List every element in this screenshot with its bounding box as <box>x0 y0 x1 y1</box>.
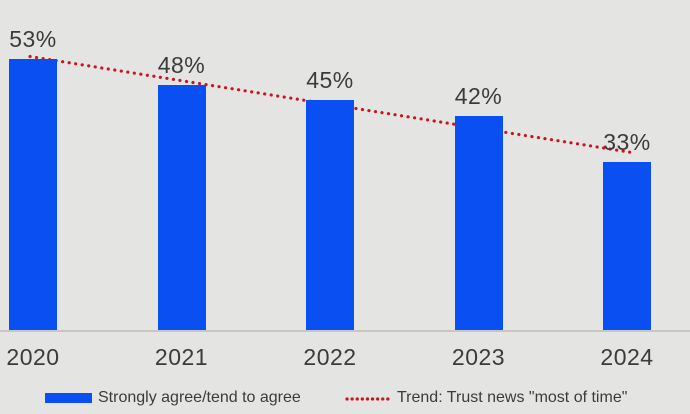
legend-trend-dots-icon <box>345 397 393 401</box>
x-tick-2021: 2021 <box>154 344 209 370</box>
x-axis-line <box>0 330 690 332</box>
data-label-2023: 42% <box>454 82 503 109</box>
data-label-2021: 48% <box>157 51 206 78</box>
legend-trend-label: Trend: Trust news "most of time" <box>397 389 628 406</box>
data-label-2020: 53% <box>9 26 57 53</box>
bar-2021 <box>157 84 206 332</box>
bar-2022 <box>306 100 354 332</box>
x-tick-2024: 2024 <box>600 344 654 370</box>
data-label-2024: 33% <box>603 129 651 156</box>
bar-2024 <box>603 162 651 332</box>
x-tick-2023: 2023 <box>451 344 506 370</box>
bar-2023 <box>454 115 503 332</box>
legend-bar-swatch-icon <box>45 393 92 403</box>
data-label-2022: 45% <box>306 67 354 94</box>
x-tick-2022: 2022 <box>303 344 357 370</box>
legend-bar-label: Strongly agree/tend to agree <box>98 389 301 406</box>
bar-2020 <box>9 59 57 332</box>
x-tick-2020: 2020 <box>6 344 60 370</box>
